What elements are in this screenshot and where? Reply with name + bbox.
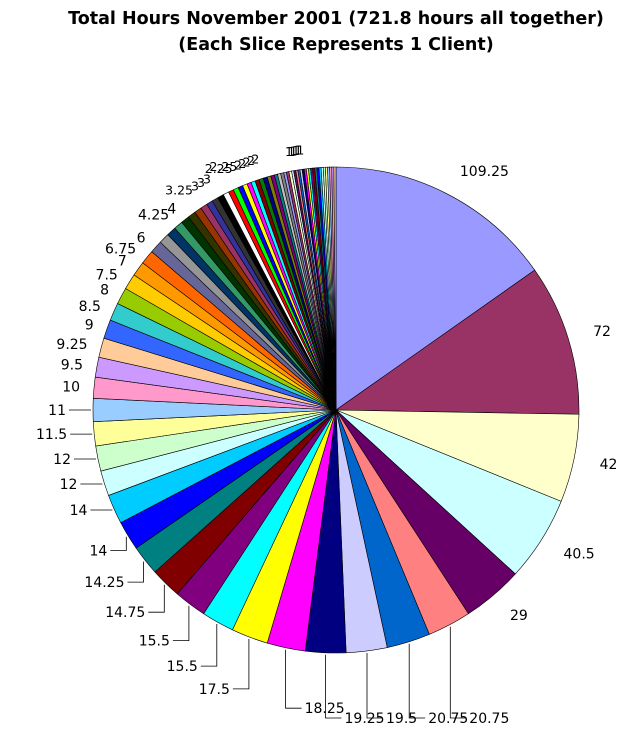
label-leader-line bbox=[172, 605, 190, 641]
slice-label: 109.25 bbox=[460, 164, 509, 180]
label-leader-line bbox=[200, 624, 218, 667]
slice-label: 2 bbox=[238, 156, 246, 171]
slice-label: 17.5 bbox=[199, 682, 230, 698]
slice-label: 18.25 bbox=[305, 701, 345, 717]
label-leader-line bbox=[110, 536, 127, 551]
slice-label: 7 bbox=[118, 254, 127, 270]
slice-label: 3 bbox=[191, 179, 199, 194]
slice-label: 2.25 bbox=[205, 161, 233, 176]
label-leader-line bbox=[285, 649, 302, 709]
label-leader-line bbox=[148, 584, 165, 613]
chart-title: Total Hours November 2001 (721.8 hours a… bbox=[68, 9, 604, 29]
slice-label: 2 bbox=[243, 154, 251, 169]
pie-slice bbox=[333, 166, 337, 411]
slice-label: 14 bbox=[70, 503, 88, 519]
slice-label: 15.5 bbox=[167, 659, 198, 675]
slice-label: 14.25 bbox=[84, 575, 124, 591]
slice-label: 4.25 bbox=[138, 208, 169, 224]
slice-label: 29 bbox=[510, 608, 528, 624]
slice-label: 2 bbox=[247, 153, 255, 168]
slice-label: 8 bbox=[100, 282, 109, 298]
slice-labels: 109.25724240.52920.7520.7519.519.2518.25… bbox=[36, 142, 617, 727]
slice-label: 1 bbox=[285, 144, 293, 159]
slice-label: 1 bbox=[290, 143, 298, 158]
slice-label: 10 bbox=[62, 379, 80, 395]
label-leader-line bbox=[449, 626, 467, 719]
slice-label: 14.75 bbox=[105, 605, 145, 621]
slice-label: 19.5 bbox=[386, 711, 417, 727]
slice-label: 2 bbox=[234, 157, 242, 172]
slice-label: 11 bbox=[48, 403, 66, 419]
slice-label: 14 bbox=[89, 544, 107, 560]
slice-label: 8.5 bbox=[79, 299, 101, 315]
slice-label: 20.75 bbox=[469, 711, 509, 727]
slice-label: 1 bbox=[294, 143, 302, 158]
slice-label: 12 bbox=[53, 452, 71, 468]
slice-label: 3.25 bbox=[165, 182, 193, 197]
pie-slice bbox=[335, 269, 580, 415]
slice-label: 2.25 bbox=[210, 159, 238, 174]
chart-subtitle: (Each Slice Represents 1 Client) bbox=[178, 35, 493, 55]
slice-label: 9.5 bbox=[61, 358, 83, 374]
slice-label: 1 bbox=[287, 144, 295, 159]
label-leader-line bbox=[366, 653, 383, 719]
slice-label: 6 bbox=[137, 230, 146, 246]
slice-label: 9 bbox=[85, 317, 94, 333]
slice-label: 19.25 bbox=[345, 711, 385, 727]
slice-label: 3 bbox=[197, 175, 205, 190]
slice-label: 1 bbox=[292, 143, 300, 158]
pie-slice bbox=[335, 166, 536, 411]
label-leader-line bbox=[127, 561, 144, 583]
slice-label: 9.25 bbox=[56, 337, 87, 353]
slice-label: 15.5 bbox=[139, 634, 170, 650]
slice-label: 3 bbox=[203, 172, 211, 187]
slice-label: 42 bbox=[600, 457, 618, 473]
slice-label: 7.5 bbox=[96, 267, 118, 283]
slice-label: 20.75 bbox=[428, 711, 468, 727]
slice-label: 2 bbox=[251, 151, 259, 166]
slice-label: 11.5 bbox=[36, 427, 67, 443]
label-leader-line bbox=[408, 643, 426, 719]
slice-label: 40.5 bbox=[564, 547, 595, 563]
slice-label: 72 bbox=[593, 324, 611, 340]
label-leader-line bbox=[325, 654, 342, 719]
slice-label: 4 bbox=[167, 202, 176, 218]
slice-label: 12 bbox=[60, 477, 78, 493]
pie-slices bbox=[92, 166, 580, 654]
slice-label: 1 bbox=[296, 142, 304, 157]
slice-label: 6.75 bbox=[105, 241, 136, 257]
label-leader-lines bbox=[69, 409, 467, 719]
label-leader-line bbox=[232, 639, 250, 690]
